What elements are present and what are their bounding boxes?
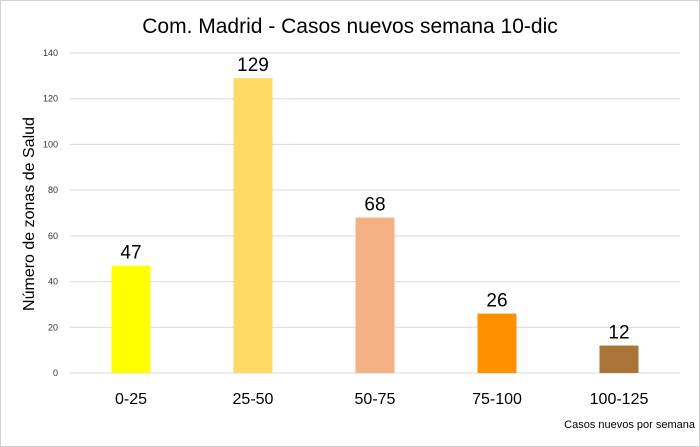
data-label: 129 (237, 55, 269, 76)
y-tick-label: 20 (48, 322, 58, 332)
data-labels: 47 129 68 26 12 (120, 55, 629, 343)
x-axis-label: Casos nuevos por semana (564, 419, 696, 431)
bar (111, 265, 151, 373)
bar (233, 78, 273, 374)
y-tick-label: 100 (43, 139, 58, 149)
y-tick-labels: 0 20 40 60 80 100 120 140 (43, 48, 58, 378)
data-label: 47 (120, 243, 141, 264)
data-label: 68 (364, 195, 385, 216)
y-tick-label: 140 (43, 48, 58, 58)
y-axis-label: Número de zonas de Salud (21, 117, 38, 311)
data-label: 26 (486, 291, 507, 312)
data-label: 12 (608, 323, 629, 344)
x-tick-label: 50-75 (355, 391, 396, 408)
y-tick-label: 0 (53, 368, 58, 378)
bar (477, 313, 517, 373)
x-tick-label: 0-25 (115, 391, 147, 408)
x-tick-label: 75-100 (472, 391, 522, 408)
x-tick-labels: 0-25 25-50 50-75 75-100 100-125 (115, 391, 648, 408)
bar (599, 345, 639, 373)
y-tick-label: 40 (48, 277, 58, 287)
y-tick-label: 60 (48, 231, 58, 241)
bar (355, 217, 395, 373)
chart-title: Com. Madrid - Casos nuevos semana 10-dic (142, 15, 558, 38)
bars (111, 78, 639, 374)
x-tick-label: 25-50 (233, 391, 274, 408)
y-tick-label: 120 (43, 94, 58, 104)
x-tick-label: 100-125 (590, 391, 649, 408)
y-tick-label: 80 (48, 185, 58, 195)
